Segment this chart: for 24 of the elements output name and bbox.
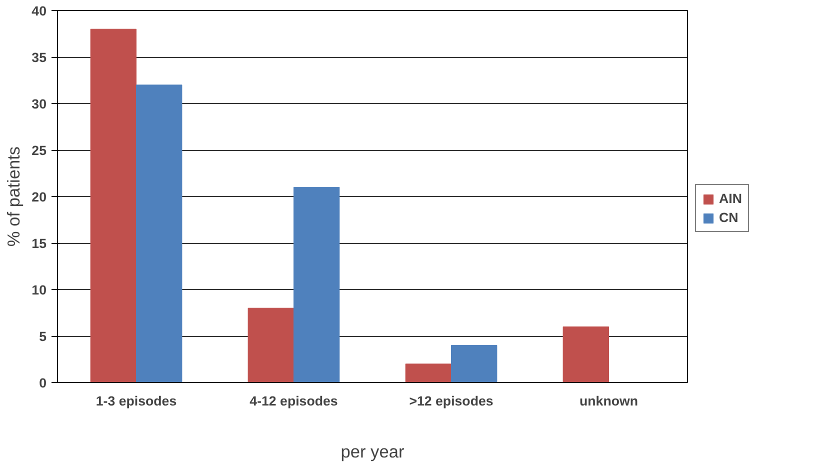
legend-label: CN <box>719 210 739 225</box>
y-tick-label: 25 <box>32 143 48 158</box>
y-axis-title: % of patients <box>4 146 24 247</box>
bar <box>294 186 340 382</box>
legend-label: AIN <box>719 191 742 206</box>
y-tick-label: 15 <box>32 236 48 251</box>
x-tick-label: unknown <box>580 394 638 408</box>
x-axis-title: per year <box>340 442 405 462</box>
bar <box>562 326 609 382</box>
bar <box>136 84 182 382</box>
y-tick-label: 40 <box>32 4 47 18</box>
y-tick-label: 5 <box>39 329 48 344</box>
x-tick-label: 4-12 episodes <box>250 394 338 408</box>
x-tick-label: 1-3 episodes <box>96 394 177 408</box>
y-tick-label: 0 <box>39 376 47 390</box>
y-tick-label: 10 <box>32 282 47 298</box>
bar <box>248 308 294 382</box>
y-tick-label: 20 <box>32 190 47 204</box>
y-tick-label: 30 <box>32 96 47 112</box>
bar <box>451 345 498 382</box>
bar <box>405 364 452 382</box>
x-tick-label: >12 episodes <box>409 394 494 408</box>
y-tick-label: 35 <box>32 50 48 65</box>
bar <box>90 28 136 382</box>
